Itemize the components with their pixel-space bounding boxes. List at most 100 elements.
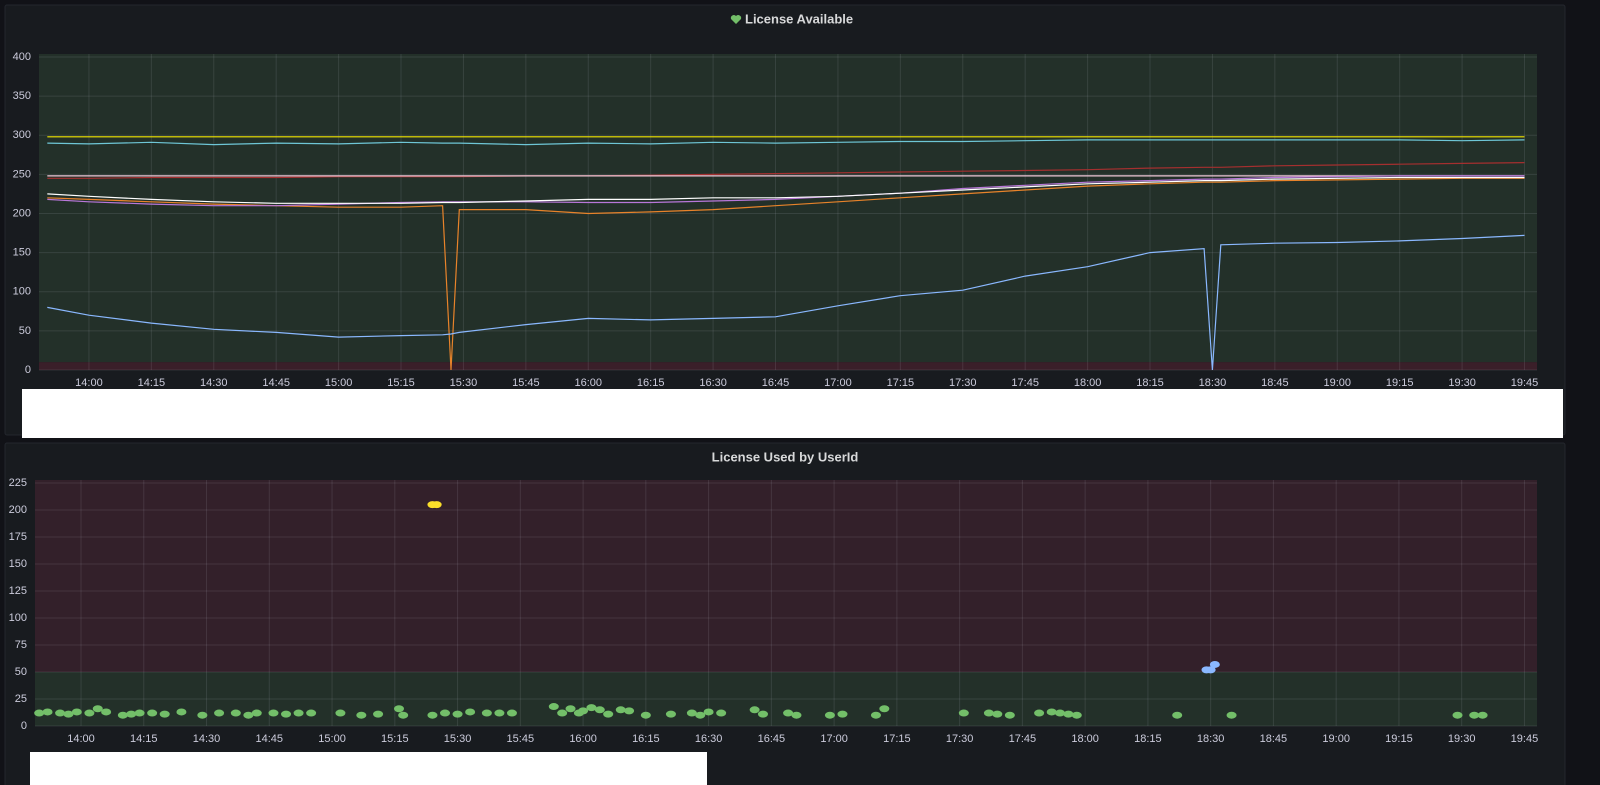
x-tick-label: 17:15 xyxy=(887,377,915,389)
point xyxy=(1004,711,1015,719)
threshold-above xyxy=(35,480,1537,672)
x-tick-label: 17:00 xyxy=(820,733,848,745)
series-line xyxy=(47,177,1525,371)
x-tick-label: 14:45 xyxy=(262,377,290,389)
point xyxy=(176,708,187,716)
point xyxy=(783,709,794,717)
point xyxy=(791,711,802,719)
point xyxy=(1469,711,1480,719)
point xyxy=(427,711,438,719)
x-tick-label: 15:30 xyxy=(444,733,472,745)
x-tick-label: 14:00 xyxy=(75,377,103,389)
point xyxy=(695,711,706,719)
x-tick-label: 17:30 xyxy=(949,377,977,389)
x-tick-label: 15:15 xyxy=(387,377,415,389)
point xyxy=(1452,711,1463,719)
y-tick-label: 175 xyxy=(9,531,27,543)
point xyxy=(686,709,697,717)
y-tick-label: 225 xyxy=(9,477,27,489)
x-tick-label: 19:15 xyxy=(1385,733,1413,745)
x-tick-label: 19:15 xyxy=(1386,377,1414,389)
point xyxy=(1034,709,1045,717)
point xyxy=(440,709,451,717)
point xyxy=(373,710,384,718)
x-tick-label: 14:15 xyxy=(138,377,166,389)
x-tick-label: 18:30 xyxy=(1197,733,1225,745)
x-tick-label: 17:45 xyxy=(1011,377,1039,389)
y-tick-label: 350 xyxy=(13,90,31,102)
point xyxy=(757,710,768,718)
point xyxy=(356,711,367,719)
x-tick-label: 18:00 xyxy=(1074,377,1102,389)
x-tick-label: 17:45 xyxy=(1009,733,1037,745)
point xyxy=(230,709,241,717)
point xyxy=(716,709,727,717)
point xyxy=(452,710,463,718)
point xyxy=(594,706,605,714)
point xyxy=(281,710,292,718)
point xyxy=(243,711,254,719)
point xyxy=(1071,711,1082,719)
point xyxy=(958,709,969,717)
y-tick-label: 100 xyxy=(9,612,27,624)
redaction xyxy=(30,752,707,785)
y-tick-label: 150 xyxy=(13,247,31,259)
x-tick-label: 18:15 xyxy=(1136,377,1164,389)
point xyxy=(1209,660,1220,668)
x-tick-label: 14:00 xyxy=(67,733,95,745)
x-tick-label: 16:15 xyxy=(632,733,660,745)
x-tick-label: 16:00 xyxy=(569,733,597,745)
x-tick-label: 15:30 xyxy=(450,377,478,389)
x-tick-label: 15:00 xyxy=(318,733,346,745)
point xyxy=(506,709,517,717)
point xyxy=(134,709,145,717)
x-tick-label: 14:45 xyxy=(256,733,284,745)
x-tick-label: 16:45 xyxy=(762,377,790,389)
x-tick-label: 18:15 xyxy=(1134,733,1162,745)
redaction xyxy=(22,389,1563,438)
point xyxy=(870,711,881,719)
point xyxy=(34,709,45,717)
point xyxy=(879,705,890,713)
point xyxy=(465,708,476,716)
point xyxy=(126,710,137,718)
x-tick-label: 14:30 xyxy=(200,377,228,389)
y-tick-label: 50 xyxy=(19,325,31,337)
point xyxy=(749,706,760,714)
point xyxy=(837,710,848,718)
y-tick-label: 250 xyxy=(13,168,31,180)
point xyxy=(214,709,225,717)
point xyxy=(63,710,74,718)
series-line xyxy=(47,176,1525,204)
point xyxy=(1063,710,1074,718)
x-tick-label: 15:45 xyxy=(512,377,540,389)
point xyxy=(293,709,304,717)
x-tick-label: 15:45 xyxy=(507,733,535,745)
point xyxy=(159,710,170,718)
point xyxy=(335,709,346,717)
y-tick-label: 300 xyxy=(13,129,31,141)
point xyxy=(147,709,158,717)
y-tick-label: 400 xyxy=(13,51,31,63)
y-tick-label: 75 xyxy=(15,639,27,651)
point xyxy=(703,708,714,716)
point xyxy=(1172,711,1183,719)
x-tick-label: 16:30 xyxy=(699,377,727,389)
series-line xyxy=(47,139,1525,146)
point xyxy=(1205,666,1216,674)
health-icon xyxy=(730,15,742,24)
point xyxy=(983,709,994,717)
point xyxy=(71,708,82,716)
y-tick-label: 0 xyxy=(21,720,27,732)
series-line xyxy=(47,234,1525,371)
point xyxy=(431,501,442,509)
y-tick-label: 0 xyxy=(25,364,31,376)
point xyxy=(1046,708,1057,716)
x-tick-label: 19:30 xyxy=(1448,733,1476,745)
series-line xyxy=(47,175,1525,207)
x-tick-label: 16:00 xyxy=(575,377,603,389)
x-tick-label: 18:30 xyxy=(1199,377,1227,389)
y-tick-label: 25 xyxy=(15,693,27,705)
point xyxy=(1226,711,1237,719)
